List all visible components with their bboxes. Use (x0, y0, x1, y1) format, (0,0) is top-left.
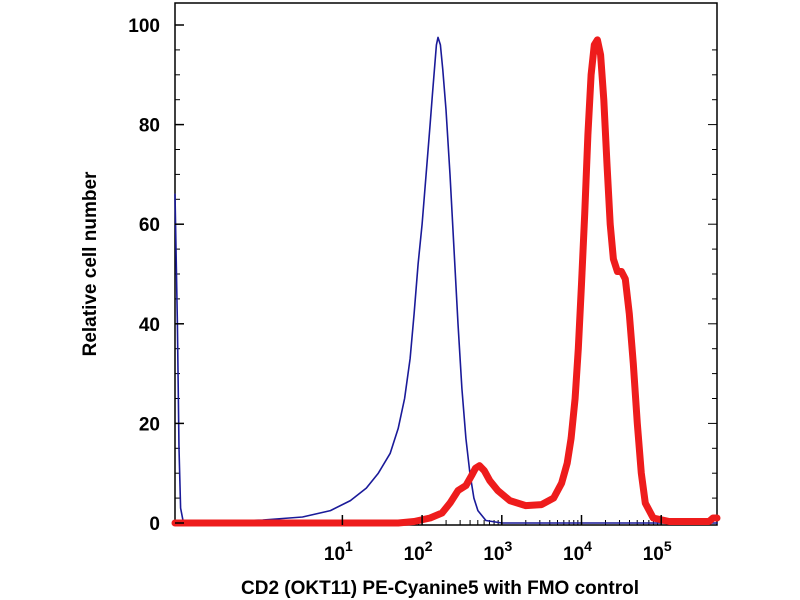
y-tick-label: 60 (139, 215, 160, 236)
series-layer (171, 36, 721, 527)
y-tick-label: 100 (128, 16, 160, 37)
x-tick-label: 102 (404, 538, 433, 565)
y-tick-label: 80 (139, 116, 160, 137)
y-axis-title: Relative cell number (80, 171, 101, 356)
x-axis-title: CD2 (OKT11) PE-Cyanine5 with FMO control (241, 578, 639, 599)
x-tick-label: 103 (483, 538, 512, 565)
series-line-1 (174, 36, 718, 524)
y-axis: 0 20 40 60 80 100 (128, 16, 184, 535)
y-tick-label: 20 (139, 414, 160, 435)
y-tick-label: 0 (149, 514, 160, 535)
y-tick-label: 40 (139, 315, 160, 336)
series-line-2 (171, 36, 721, 527)
x-tick-label: 105 (643, 538, 672, 565)
x-tick-label: 104 (563, 538, 592, 565)
x-tick-label: 101 (324, 538, 353, 565)
